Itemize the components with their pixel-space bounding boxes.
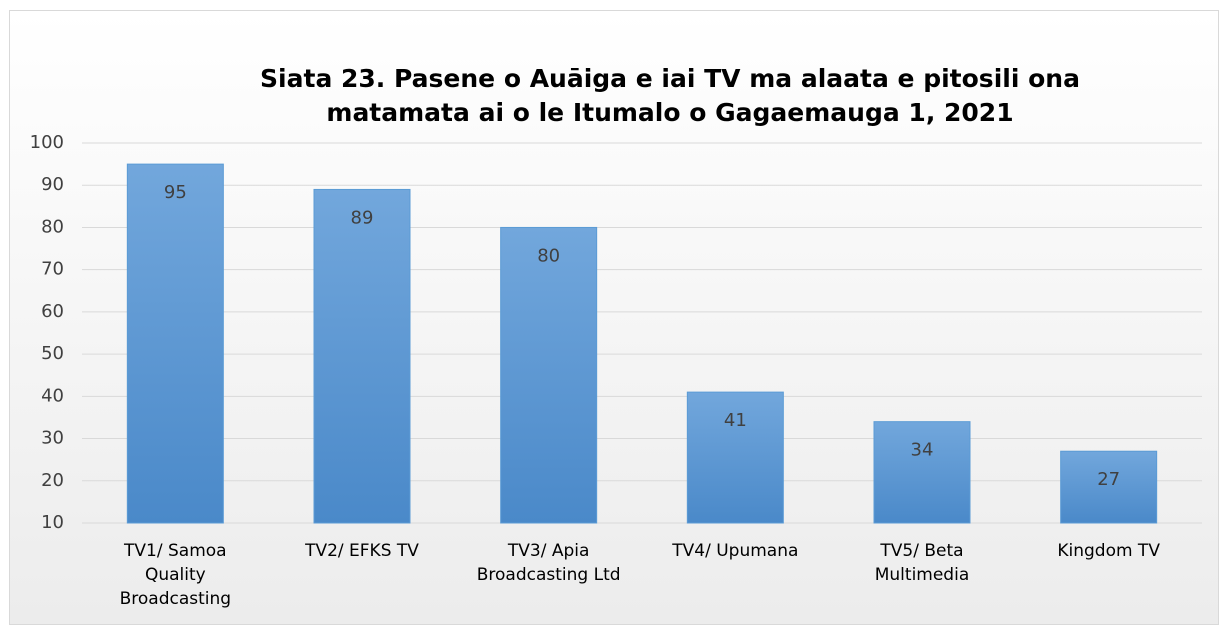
bar (1060, 450, 1158, 524)
y-tick-label: 40 (41, 385, 64, 406)
data-label: 34 (911, 440, 934, 461)
y-tick-label: 20 (41, 470, 64, 491)
bar (686, 391, 784, 524)
y-tick-label: 70 (41, 259, 64, 280)
x-tick-label: Kingdom TV (1057, 541, 1160, 561)
bar (126, 163, 224, 524)
y-tick-label: 60 (41, 301, 64, 322)
bar (500, 226, 598, 524)
y-tick-label: 90 (41, 174, 64, 195)
data-label: 80 (537, 245, 560, 266)
data-label: 95 (164, 182, 187, 203)
y-tick-label: 100 (30, 132, 64, 153)
y-tick-label: 10 (41, 512, 64, 533)
data-label: 41 (724, 410, 747, 431)
chart-title: Siata 23. Pasene o Auāiga e iai TV ma al… (260, 64, 1080, 127)
x-tick-label: TV2/ EFKS TV (305, 541, 419, 561)
x-tick-label: TV4/ Upumana (672, 541, 799, 561)
y-tick-label: 30 (41, 428, 64, 449)
x-tick-label: TV1/ Samoa Quality Broadcasting (119, 541, 232, 609)
data-label: 89 (351, 207, 374, 228)
x-tick-label: TV3/ Apia Broadcasting Ltd (476, 541, 621, 585)
bar (313, 188, 411, 524)
y-tick-label: 80 (41, 216, 64, 237)
bar (873, 421, 971, 524)
x-tick-label: TV5/ Beta Multimedia (874, 541, 970, 585)
y-tick-label: 50 (41, 343, 64, 364)
data-label: 27 (1097, 469, 1120, 490)
